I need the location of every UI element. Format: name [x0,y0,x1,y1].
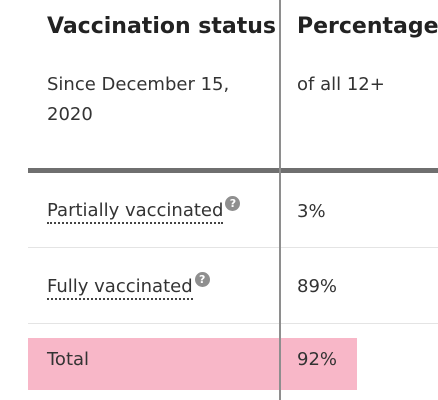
subtitle-line-2: 2020 [47,104,93,125]
row-total-label: Total [47,349,90,370]
subtitle-line-1: of all 12+ [297,74,385,95]
header-vaccination-status-subtitle: Since December 15, 2020 [47,70,229,130]
header-vaccination-status: Vaccination status [47,14,277,39]
row-total-value: 92% [297,349,338,370]
header-percentage: Percentage [297,14,438,39]
total-row-highlight [28,338,357,390]
row-divider [28,247,438,248]
fully-vaccinated-term: Fully vaccinated [47,276,193,300]
header-divider [28,168,438,173]
row-partially-vaccinated-value: 3% [297,201,326,222]
column-divider [279,0,281,400]
row-fully-vaccinated-label: Fully vaccinated? [47,272,210,300]
header-percentage-subtitle: of all 12+ [297,70,385,100]
row-divider [28,323,438,324]
row-fully-vaccinated-value: 89% [297,276,338,297]
subtitle-line-1: Since December 15, [47,74,230,95]
question-circle-icon[interactable]: ? [194,272,210,287]
row-partially-vaccinated-label: Partially vaccinated? [47,196,241,224]
partially-vaccinated-term: Partially vaccinated [47,200,224,224]
question-circle-icon[interactable]: ? [225,196,241,211]
